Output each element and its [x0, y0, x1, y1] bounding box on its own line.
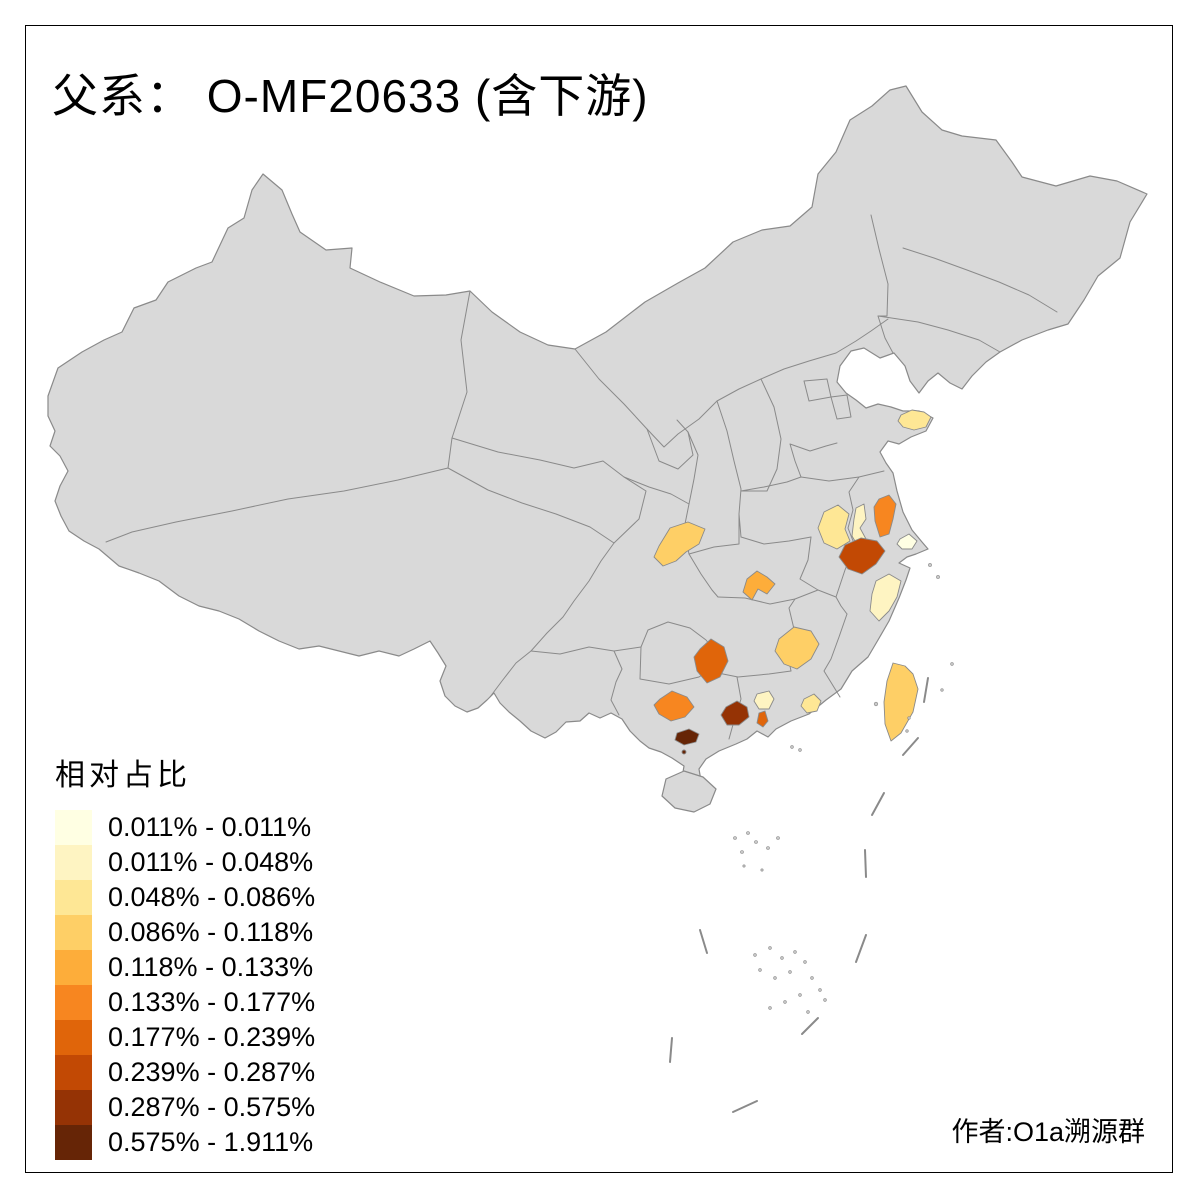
region-shandong-peninsula-east	[897, 409, 932, 431]
legend-label: 0.287% - 0.575%	[108, 1092, 316, 1122]
legend-swatch	[55, 1020, 92, 1055]
region-guangdong-central	[756, 710, 769, 728]
legend-label: 0.133% - 0.177%	[108, 987, 316, 1017]
region-anhui-southeast	[838, 537, 886, 575]
region-hunan-northwest	[742, 570, 776, 601]
region-guangxi-east	[720, 700, 750, 726]
legend-row: 0.048% - 0.086%	[55, 880, 385, 915]
province-borders	[105, 214, 1058, 740]
region-guangxi-south-central	[653, 690, 695, 722]
legend-swatch	[55, 1055, 92, 1090]
legend-swatch	[55, 1125, 92, 1160]
region-jiangxi-south	[774, 626, 820, 670]
legend-row: 0.011% - 0.048%	[55, 845, 385, 880]
sea-boundary-dashes	[669, 677, 929, 1113]
legend-swatch	[55, 1090, 92, 1125]
legend-swatch	[55, 950, 92, 985]
legend-swatch	[55, 880, 92, 915]
region-anhui-central	[817, 504, 851, 550]
legend-row: 0.086% - 0.118%	[55, 915, 385, 950]
mainland	[47, 85, 1148, 813]
region-chongqing	[653, 521, 706, 567]
region-guangxi-northeast	[693, 638, 729, 684]
legend-swatch	[55, 915, 92, 950]
legend-swatch	[55, 845, 92, 880]
legend-label: 0.011% - 0.011%	[108, 812, 312, 842]
legend-swatch	[55, 985, 92, 1020]
page-title: 父系： O-MF20633 (含下游)	[52, 70, 649, 122]
hainan-island	[661, 770, 717, 813]
legend-row: 0.287% - 0.575%	[55, 1090, 385, 1125]
region-guangxi-coast	[674, 728, 700, 746]
mainland-outline	[47, 85, 1148, 789]
attribution-text: 作者:O1a溯源群	[951, 1117, 1145, 1147]
legend-row: 0.133% - 0.177%	[55, 985, 385, 1020]
region-guangxi-coast-islet	[681, 749, 687, 755]
region-taiwan	[883, 662, 919, 742]
legend-label: 0.048% - 0.086%	[108, 882, 316, 912]
legend-row: 0.239% - 0.287%	[55, 1055, 385, 1090]
legend-label: 0.118% - 0.133%	[108, 952, 314, 982]
region-jiangsu-central	[873, 494, 897, 538]
region-guangdong-east	[800, 693, 822, 714]
legend-label: 0.086% - 0.118%	[108, 917, 314, 947]
legend: 相对占比 0.011% - 0.011% 0.011% - 0.048% 0.0…	[55, 750, 385, 1160]
colored-regions	[653, 409, 932, 755]
legend-label: 0.177% - 0.239%	[108, 1022, 316, 1052]
legend-label: 0.575% - 1.911%	[108, 1127, 314, 1157]
legend-row: 0.011% - 0.011%	[55, 810, 385, 845]
legend-row: 0.177% - 0.239%	[55, 1020, 385, 1055]
legend-title: 相对占比	[55, 759, 191, 792]
region-zhejiang-coast	[869, 573, 902, 622]
legend-row: 0.118% - 0.133%	[55, 950, 385, 985]
legend-rows: 0.011% - 0.011% 0.011% - 0.048% 0.048% -…	[55, 810, 385, 1160]
small-islands	[733, 563, 954, 1014]
legend-label: 0.239% - 0.287%	[108, 1057, 316, 1087]
region-guangdong-north	[753, 690, 775, 710]
region-zhejiang-north	[896, 533, 918, 550]
legend-swatch	[55, 810, 92, 845]
legend-label: 0.011% - 0.048%	[108, 847, 314, 877]
legend-row: 0.575% - 1.911%	[55, 1125, 385, 1160]
